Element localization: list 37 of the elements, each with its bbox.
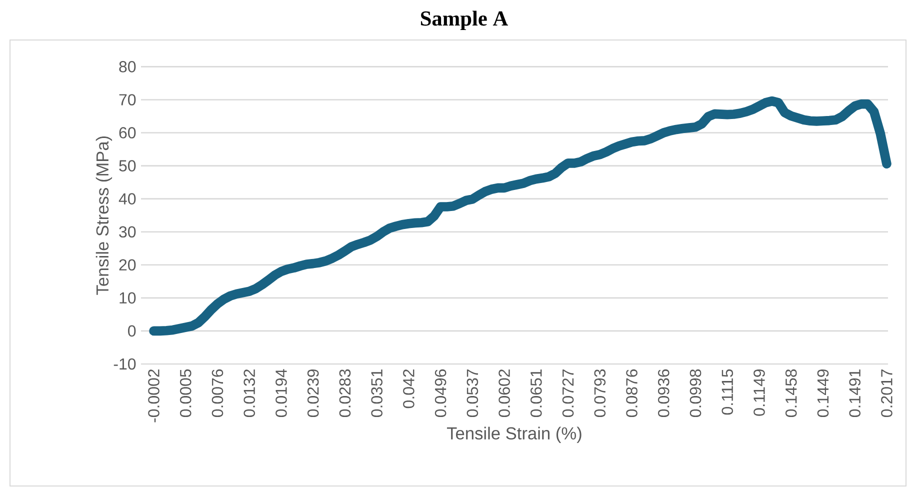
- y-tick-label: 60: [119, 127, 136, 138]
- x-tick-label: 0.042: [403, 370, 414, 408]
- x-tick-label: 0.0005: [180, 369, 192, 418]
- y-tick-label: 80: [119, 61, 136, 72]
- x-tick-label: 0.0132: [244, 370, 256, 418]
- x-tick-label: 0.1458: [785, 369, 797, 418]
- chart-title: Sample A: [420, 10, 508, 30]
- x-tick-label: 0.0351: [371, 369, 382, 418]
- x-tick-label: -0.0002: [148, 370, 160, 422]
- x-tick-label: 0.1491: [849, 369, 861, 418]
- y-tick-label: -10: [114, 358, 136, 370]
- x-tick-label: 0.1149: [754, 369, 765, 416]
- y-tick-label: 70: [119, 94, 136, 106]
- y-tick-label: 10: [120, 292, 136, 304]
- x-tick-label: 0.0537: [466, 370, 478, 418]
- x-tick-label: 0.2017: [881, 370, 892, 418]
- x-tick-label: 0.0876: [626, 369, 638, 418]
- x-tick-label: 0.1449: [817, 369, 829, 418]
- y-axis-title: Tensile Stress (MPa): [96, 136, 112, 295]
- x-tick-label: 0.1115: [722, 369, 734, 415]
- x-tick-label: 0.0496: [434, 369, 446, 418]
- y-tick-label: 40: [118, 193, 136, 204]
- x-tick-label: 0.0602: [498, 370, 510, 418]
- x-axis-title: Tensile Strain (%): [446, 426, 582, 443]
- x-tick-label: 0.0998: [690, 369, 702, 418]
- y-tick-label: 50: [119, 160, 136, 172]
- y-tick-label: 0: [128, 325, 136, 337]
- x-tick-label: 0.0194: [276, 369, 287, 418]
- x-tick-label: 0.0793: [594, 369, 606, 418]
- x-tick-label: 0.0076: [212, 369, 224, 418]
- x-tick-label: 0.0283: [339, 369, 351, 418]
- y-tick-label: 20: [119, 259, 136, 271]
- x-tick-label: 0.0936: [658, 369, 670, 418]
- x-tick-label: 0.0239: [307, 369, 319, 418]
- x-tick-label: 0.0651: [530, 369, 542, 418]
- y-tick-label: 30: [119, 226, 136, 238]
- x-tick-label: 0.0727: [562, 370, 574, 418]
